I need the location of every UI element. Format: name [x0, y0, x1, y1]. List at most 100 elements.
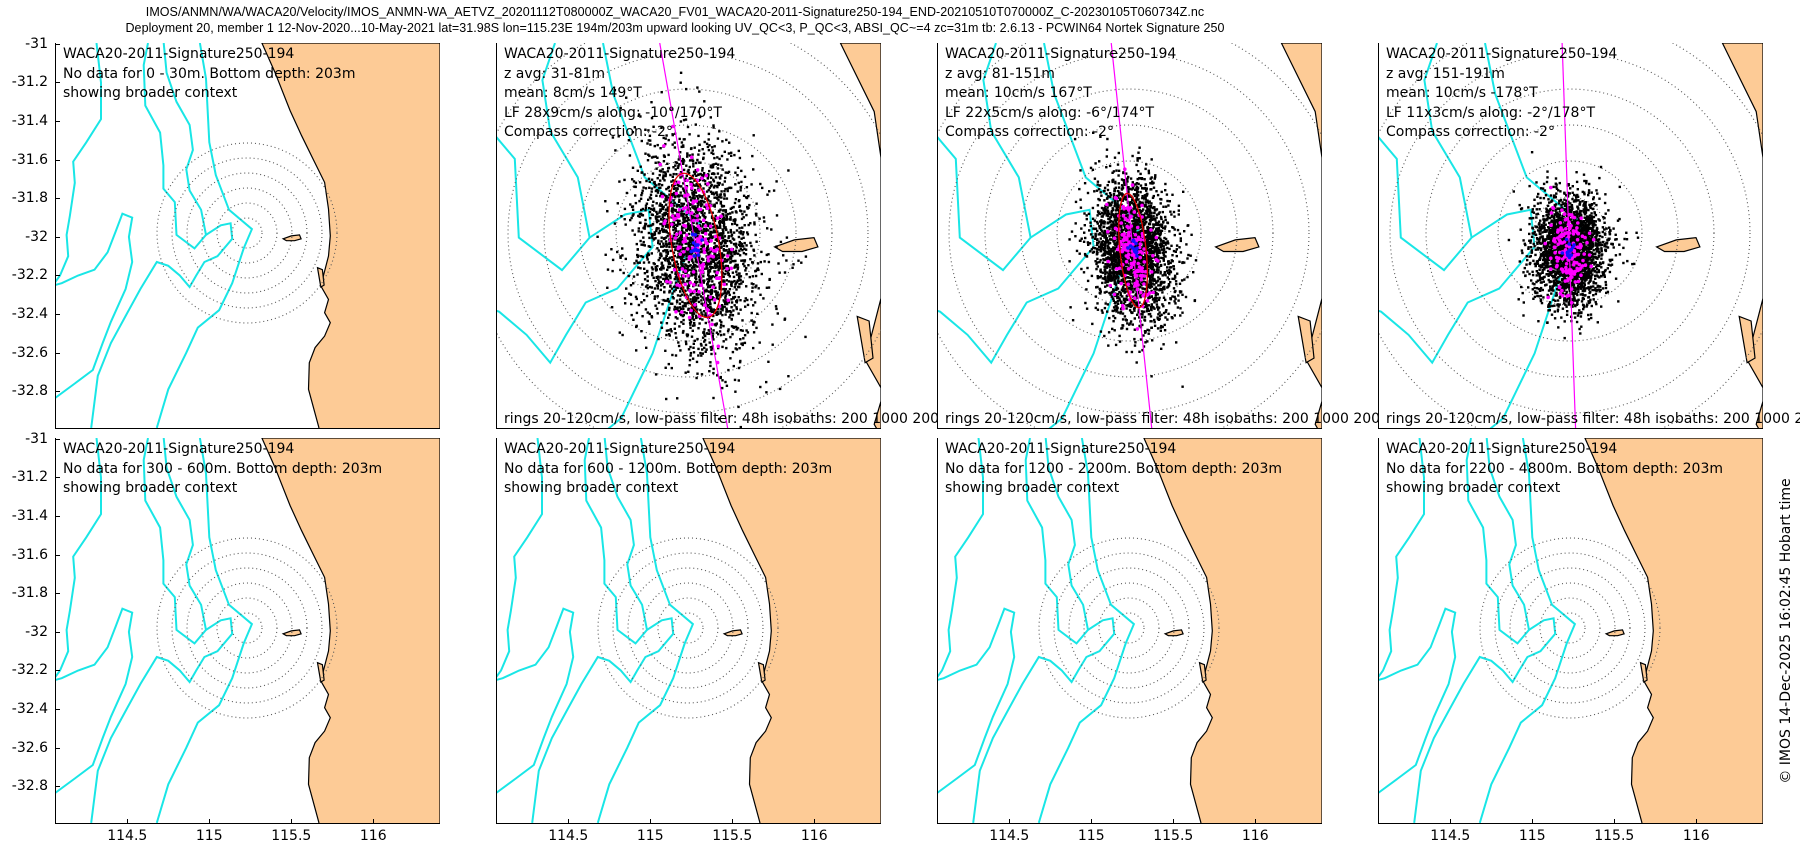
scatter-point [707, 238, 711, 241]
lowpass-point [668, 280, 672, 285]
scatter-point [694, 169, 697, 172]
scatter-point [1132, 274, 1135, 278]
scatter-point [613, 89, 617, 92]
scatter-point [732, 291, 736, 295]
scatter-point [720, 333, 723, 337]
scatter-point [646, 287, 649, 290]
y-tick-label: -32.8 [11, 383, 48, 400]
scatter-point [1103, 186, 1107, 190]
scatter-point [1140, 253, 1143, 257]
scatter-point [660, 218, 663, 221]
scatter-point [686, 286, 690, 290]
scatter-point [635, 242, 638, 246]
scatter-point [1140, 280, 1144, 284]
scatter-point [1098, 291, 1101, 295]
scatter-point [1103, 211, 1106, 215]
scatter-point [636, 273, 639, 276]
scatter-point [735, 223, 739, 227]
scatter-point [1173, 300, 1176, 303]
scatter-point [666, 252, 669, 255]
scatter-point [682, 329, 685, 333]
scatter-point [710, 310, 714, 313]
scatter-point [1104, 278, 1107, 281]
scatter-point [716, 185, 719, 189]
scatter-point [1103, 306, 1107, 310]
scatter-point [659, 195, 662, 198]
scatter-point [760, 272, 763, 276]
scatter-point [702, 258, 705, 261]
scatter-point [706, 177, 709, 180]
scatter-point [733, 378, 737, 382]
scatter-point [1164, 250, 1167, 254]
scatter-point [716, 193, 719, 196]
scatter-point [756, 312, 759, 315]
scatter-point [711, 146, 714, 149]
scatter-point [1107, 195, 1110, 198]
scatter-point [670, 242, 674, 245]
scatter-point [675, 286, 678, 289]
scatter-point [680, 227, 684, 230]
scatter-point [722, 223, 726, 226]
scatter-point [674, 195, 677, 199]
scatter-point [658, 182, 661, 186]
scatter-point [1154, 174, 1157, 177]
panel-annotation-line: No data for 0 - 30m. Bottom depth: 203m [63, 65, 356, 82]
scatter-point [1100, 244, 1103, 247]
scatter-point [676, 277, 679, 281]
scatter-point [1116, 302, 1120, 305]
scatter-point [722, 275, 725, 278]
scatter-point [1122, 285, 1125, 289]
scatter-point [739, 242, 742, 245]
scatter-point [735, 246, 738, 249]
scatter-point [694, 208, 697, 211]
scatter-point [1108, 212, 1111, 216]
scatter-point [637, 214, 640, 218]
scatter-point [695, 290, 698, 293]
scatter-point [652, 276, 655, 279]
scatter-point [676, 265, 679, 269]
scatter-point [1133, 328, 1136, 331]
scatter-point [740, 169, 743, 173]
scatter-point [1160, 324, 1163, 328]
scatter-point [727, 280, 731, 283]
y-tick-mark [55, 82, 60, 84]
lowpass-point [725, 266, 729, 271]
scatter-point [1152, 263, 1155, 266]
scatter-point [1115, 304, 1118, 308]
scatter-point [715, 264, 718, 267]
scatter-point [709, 233, 712, 237]
lowpass-point [699, 283, 703, 287]
scatter-point [625, 96, 628, 99]
scatter-point [745, 186, 749, 189]
scatter-point [717, 199, 720, 202]
scatter-point [655, 202, 658, 205]
scatter-point [665, 273, 668, 276]
scatter-point [1140, 177, 1144, 181]
scatter-point [660, 236, 663, 239]
scatter-point [1139, 338, 1143, 341]
scatter-point [804, 255, 808, 258]
scatter-point [751, 154, 754, 158]
scatter-point [689, 354, 692, 357]
scatter-point [709, 200, 712, 203]
scatter-point [651, 271, 654, 275]
scatter-point [750, 311, 753, 315]
scatter-point [724, 260, 727, 263]
scatter-point [1135, 187, 1138, 190]
scatter-point [677, 230, 680, 233]
scatter-point [679, 312, 682, 316]
scatter-point [1112, 197, 1115, 200]
mean-velocity-point [700, 238, 704, 242]
scatter-point [721, 345, 724, 349]
scatter-point [1146, 213, 1150, 216]
scatter-point [718, 182, 721, 185]
scatter-point [708, 269, 711, 272]
scatter-point [1103, 291, 1106, 294]
scatter-point [688, 133, 691, 136]
scatter-point [692, 346, 695, 349]
scatter-point [690, 292, 694, 295]
scatter-point [663, 212, 666, 215]
scatter-point [702, 228, 706, 231]
scatter-point [685, 228, 688, 232]
scatter-point [667, 275, 671, 278]
